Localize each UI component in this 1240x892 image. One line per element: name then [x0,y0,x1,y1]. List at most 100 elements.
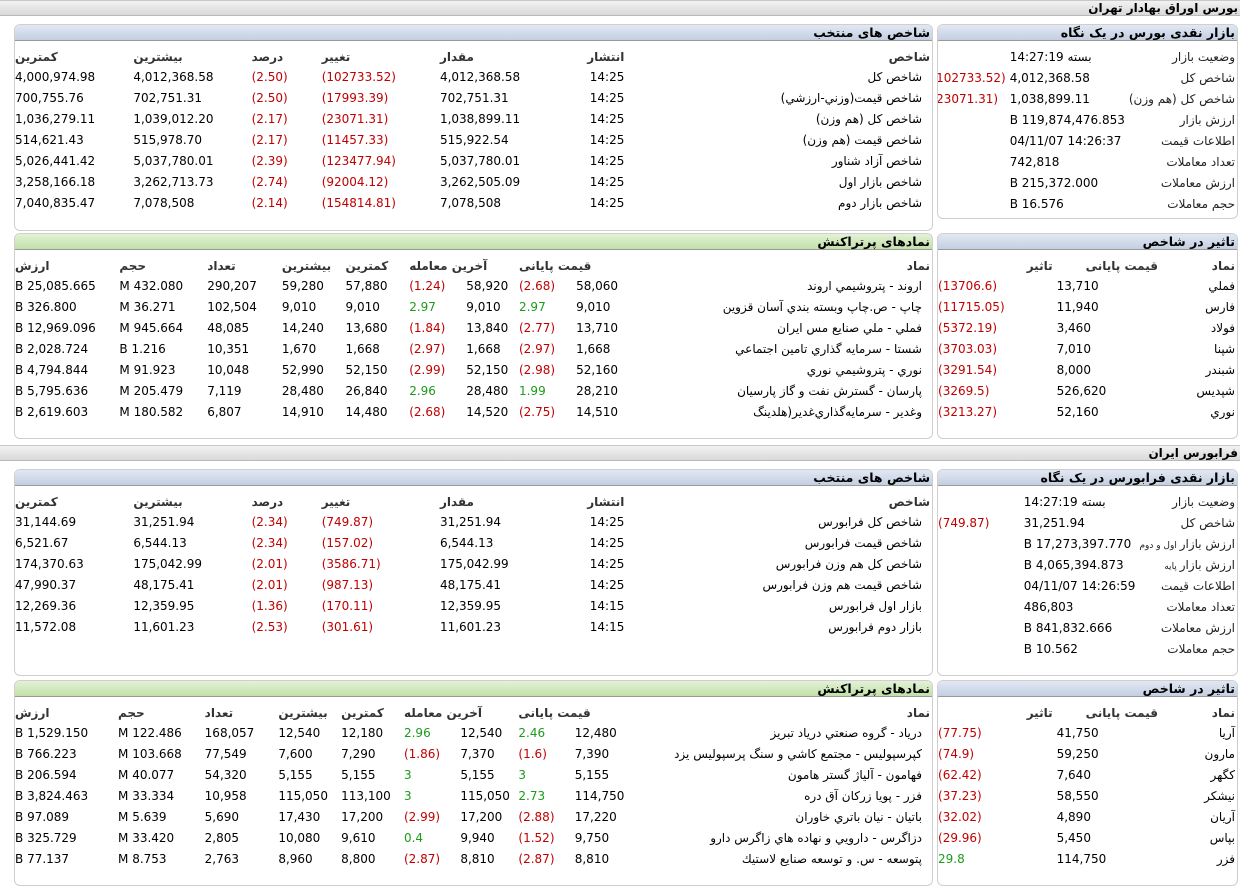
tse-summary-table: وضعیت بازار بسته 14:27:19 شاخص کل 4,012,368… [938,46,1237,214]
tse-active-header-symbol: نماد [906,258,930,273]
ifb-impact-row[interactable]: بپاس 5,450 (29.96) [938,827,1237,848]
tse-indices-header-row: شاخص انتشار مقدار تغییر درصد بیشترین کمترین [15,47,932,66]
ifb-active-last-change: 2.96 [403,725,431,740]
tse-indices-high: 7,078,508 [133,195,195,210]
ifb-summary-table: وضعیت بازار بسته 14:27:19 شاخص کل 31,251.94… [938,491,1237,659]
ifb-indices-row[interactable]: شاخص کل هم وزن فرابورس 14:25 175,042.99 (35… [15,553,932,574]
ifb-impact-close: 114,750 [1056,851,1107,866]
ifb-active-symbol: پتوسعه - س. و توسعه صنايع لاستيك [741,851,922,866]
ifb-active-header-row: نماد قیمت پایانی آخرین معامله کمترین بیشترین… [15,703,932,722]
tse-indices-panel: شاخص های منتخب شاخص انتشار مقدار تغییر درصد ب… [14,24,933,231]
ifb-indices-pct: (2.01) [251,577,288,592]
ifb-impact-symbol: مارون [1204,746,1236,761]
tse-indices-low: 5,026,441.42 [15,153,96,168]
ifb-indices-row[interactable]: شاخص كل فرابورس 14:25 31,251.94 (749.87) (2.… [15,511,932,532]
tse-indices-row[interactable]: شاخص قيمت (هم وزن) 14:25 515,922.54 (11457.… [15,129,932,150]
ifb-impact-row[interactable]: مارون 59,250 (74.9) [938,743,1237,764]
ifb-indices-header-name: شاخص [888,494,930,509]
ifb-impact-row[interactable]: آريا 41,750 (77.75) [938,722,1237,743]
tse-active-row[interactable]: نوري - پتروشيمي نوري 52,160 (2.98) 52,150 (2… [15,359,932,380]
tse-indices-row[interactable]: شاخص كل 14:25 4,012,368.58 (102733.52) (2.50… [15,66,932,87]
ifb-active-high: 10,080 [278,830,321,845]
tse-indices-high: 1,039,012.20 [133,111,214,126]
ifb-section-band: فرابورس ایران [0,445,1240,461]
tse-indices-high: 5,037,780.01 [133,153,214,168]
ifb-active-row[interactable]: پتوسعه - س. و توسعه صنايع لاستيك 8,810 (2.… [15,848,932,869]
ifb-active-value: 766.223 B [15,746,77,761]
tse-indices-row[interactable]: شاخص قيمت(وزني-ارزشي) 14:25 702,751.31 (179… [15,87,932,108]
tse-summary-row: شاخص کل (هم وزن) 1,038,899.11 (23071.31) [938,88,1237,109]
ifb-active-row[interactable]: كپرسپوليس - مجتمع كاشي و سنگ پرسپوليس يز… [15,743,932,764]
tse-active-symbol: نوري - پتروشيمي نوري [806,362,922,377]
ifb-indices-row[interactable]: شاخص قيمت فرابورس 14:25 6,544.13 (157.02) (2… [15,532,932,553]
ifb-indices-row[interactable]: شاخص قیمت هم وزن فرابورس 14:25 48,175.41 (9… [15,574,932,595]
ifb-active-row[interactable]: فزر - پويا زركان آق دره 114,750 2.73 115,05… [15,785,932,806]
tse-indices-name: شاخص بازار دوم [838,195,922,210]
ifb-active-row[interactable]: فهامون - آلیاژ گستر هامون 5,155 3 5,155 3 5,1… [15,764,932,785]
tse-indices-header-name: شاخص [888,49,930,64]
ifb-indices-change: (301.61) [321,619,374,634]
tse-active-last-change: 2.97 [409,299,436,314]
tse-indices-time: 14:25 [589,174,625,189]
tse-active-row[interactable]: پارسان - گسترش نفت و گاز پارسيان 28,210 1.… [15,380,932,401]
ifb-active-row[interactable]: باتيان - نيان باتري خاوران 17,220 (2.88) 17… [15,806,932,827]
ifb-indices-row[interactable]: بازار اول فرابورس 14:15 12,359.95 (170.11) (… [15,595,932,616]
ifb-impact-row[interactable]: آريان 4,890 (32.02) [938,806,1237,827]
ifb-summary-row: ارزش بازار پایه 4,065,394.873 B [938,554,1237,575]
tse-active-high: 28,480 [281,383,324,398]
ifb-active-row[interactable]: درياد - گروه صنعتي درياد تبريز 12,480 2.46… [15,722,932,743]
tse-impact-row[interactable]: شپنا 7,010 (3703.03) [938,338,1237,359]
tse-active-row[interactable]: شستا - سرمايه گذاري تامين اجتماعي 1,668 (2… [15,338,932,359]
tse-impact-row[interactable]: فارس 11,940 (11715.05) [938,296,1237,317]
ifb-impact-row[interactable]: فزر 114,750 29.8 [938,848,1237,869]
ifb-active-row[interactable]: دزاگرس - دارويي و نهاده هاي زاگرس دارو 9,… [15,827,932,848]
ifb-indices-change: (749.87) [321,514,374,529]
tse-active-row[interactable]: اروند - پتروشيمي اروند 58,060 (2.68) 58,920… [15,275,932,296]
tse-impact-row[interactable]: نوري 52,160 (3213.27) [938,401,1237,422]
tse-summary-value: 215,372.000 B [1009,175,1099,190]
tse-impact-header-effect: تاثیر [1026,258,1053,273]
ifb-active-close: 12,480 [574,725,617,740]
ifb-indices-name: شاخص کل هم وزن فرابورس [775,556,922,571]
tse-active-row[interactable]: وغدير - سرمايه‌گذاري‌غدير(هلدينگ 14,510 (2… [15,401,932,422]
ifb-active-close-change: (1.6) [518,746,547,761]
ifb-indices-time: 14:15 [589,619,625,634]
tse-active-count: 48,085 [207,320,250,335]
tse-indices-row[interactable]: شاخص بازار اول 14:25 3,262,505.09 (92004.12… [15,171,932,192]
tse-impact-row[interactable]: شبندر 8,000 (3291.54) [938,359,1237,380]
ifb-impact-header-symbol: نماد [1211,705,1235,720]
ifb-summary-row: ارزش بازار اول و دوم 17,273,397.770 B [938,533,1237,554]
ifb-impact-row[interactable]: نيشكر 58,550 (37.23) [938,785,1237,806]
ifb-active-last-change: (1.86) [403,746,441,761]
tse-indices-value: 702,751.31 [439,90,509,105]
ifb-indices-row[interactable]: بازار دوم فرابورس 14:15 11,601.23 (301.61) (… [15,616,932,637]
tse-active-row[interactable]: چاپ - ص.چاپ وبسته بندي آسان قزوين 9,010 2.… [15,296,932,317]
ifb-impact-symbol: آريان [1210,809,1235,824]
ifb-active-last: 17,200 [460,809,503,824]
ifb-indices-name: شاخص كل فرابورس [818,514,922,529]
tse-impact-row[interactable]: شپديس 526,620 (3269.5) [938,380,1237,401]
tse-impact-header-row: نماد قیمت پایانی تاثیر [938,256,1237,275]
ifb-impact-effect: (37.23) [938,788,982,803]
ifb-indices-low: 6,521.67 [15,535,69,550]
tse-indices-header-low: کمترین [15,49,58,64]
ifb-active-low: 9,610 [341,830,376,845]
tse-indices-row[interactable]: شاخص كل (هم وزن) 14:25 1,038,899.11 (23071.… [15,108,932,129]
tse-impact-effect: (3269.5) [938,383,990,398]
tse-active-header-count: تعداد [207,258,236,273]
tse-indices-name: شاخص قيمت (هم وزن) [802,132,922,147]
tse-indices-row[interactable]: شاخص آزاد شناور 14:25 5,037,780.01 (123477.… [15,150,932,171]
ifb-impact-effect: (74.9) [938,746,975,761]
tse-summary-change [938,109,1008,130]
ifb-active-last: 12,540 [460,725,503,740]
tse-indices-change: (92004.12) [321,174,389,189]
ifb-summary-change [938,638,1022,659]
tse-indices-row[interactable]: شاخص بازار دوم 14:25 7,078,508 (154814.81) (… [15,192,932,213]
tse-indices-name: شاخص بازار اول [838,174,922,189]
tse-active-row[interactable]: فملي - ملي صنايع مس ايران 13,710 (2.77) 13,… [15,317,932,338]
tse-impact-row[interactable]: فولاد 3,460 (5372.19) [938,317,1237,338]
ifb-indices-pct: (2.53) [251,619,288,634]
ifb-impact-row[interactable]: كگهر 7,640 (62.42) [938,764,1237,785]
tse-impact-row[interactable]: فملي 13,710 (13706.6) [938,275,1237,296]
ifb-impact-effect: 29.8 [938,851,965,866]
